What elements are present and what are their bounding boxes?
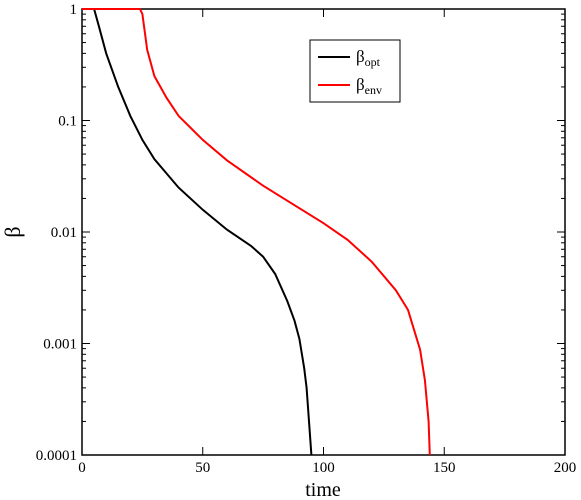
legend-label: βenv	[356, 75, 382, 97]
y-tick-label: 1	[70, 2, 78, 18]
y-axis-label: β	[0, 226, 25, 237]
x-tick-label: 200	[554, 460, 577, 476]
y-tick-label: 0.001	[43, 337, 77, 353]
x-tick-label: 150	[433, 460, 456, 476]
line	[82, 8, 431, 456]
line	[82, 8, 313, 456]
legend-box	[309, 39, 401, 103]
x-axis-label: time	[305, 479, 341, 500]
x-tick-label: 100	[312, 460, 335, 476]
y-tick-label: 0.01	[51, 225, 77, 241]
legend-label: βopt	[356, 47, 381, 69]
x-tick-label: 0	[78, 460, 86, 476]
y-tick-label: 0.0001	[36, 448, 77, 464]
y-tick-label: 0.1	[58, 114, 77, 130]
x-tick-label: 50	[195, 460, 210, 476]
